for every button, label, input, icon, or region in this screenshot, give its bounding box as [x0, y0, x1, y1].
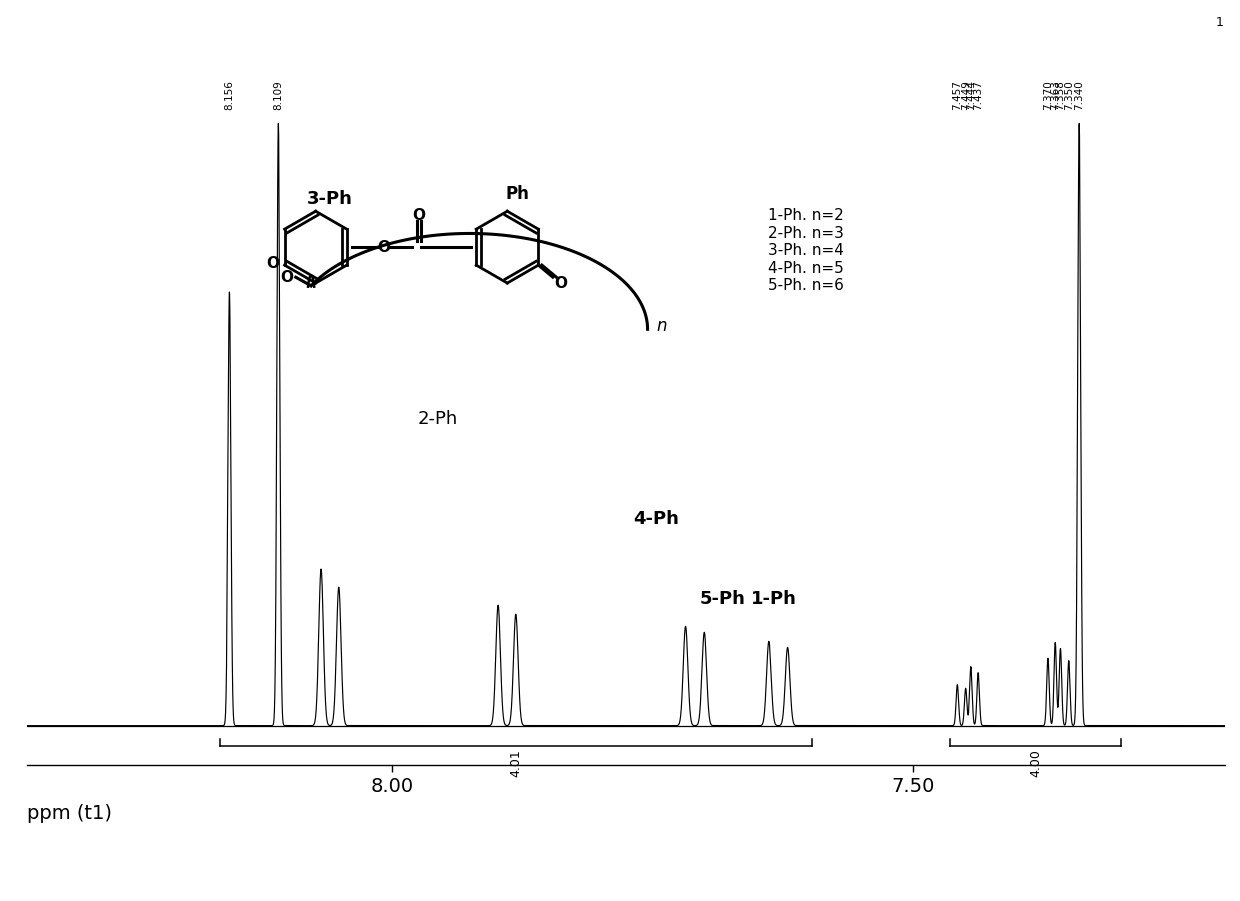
- Text: 7.358: 7.358: [1055, 80, 1065, 110]
- Text: 7.363: 7.363: [1050, 80, 1060, 110]
- Text: 7.370: 7.370: [1043, 80, 1053, 110]
- Text: 2-Ph: 2-Ph: [418, 410, 458, 428]
- Text: 8.156: 8.156: [224, 80, 234, 110]
- Text: 8.109: 8.109: [273, 80, 284, 110]
- Text: 4.00: 4.00: [1029, 749, 1042, 777]
- Text: 4-Ph: 4-Ph: [634, 510, 680, 528]
- Text: 7.444: 7.444: [966, 80, 976, 110]
- X-axis label: ppm (t1): ppm (t1): [27, 804, 113, 823]
- Text: 1-Ph: 1-Ph: [751, 590, 797, 608]
- Text: 5-Ph: 5-Ph: [701, 590, 746, 608]
- Text: 7.449: 7.449: [961, 80, 971, 110]
- Text: 7.340: 7.340: [1074, 80, 1084, 110]
- Text: 4.01: 4.01: [510, 749, 522, 777]
- Text: 1: 1: [1216, 16, 1224, 30]
- Text: 3-Ph: 3-Ph: [306, 190, 352, 208]
- Text: 7.437: 7.437: [973, 80, 983, 110]
- Text: 7.457: 7.457: [952, 80, 962, 110]
- Text: 7.350: 7.350: [1064, 80, 1074, 110]
- Text: 1-Ph. n=2
2-Ph. n=3
3-Ph. n=4
4-Ph. n=5
5-Ph. n=6: 1-Ph. n=2 2-Ph. n=3 3-Ph. n=4 4-Ph. n=5 …: [768, 208, 843, 293]
